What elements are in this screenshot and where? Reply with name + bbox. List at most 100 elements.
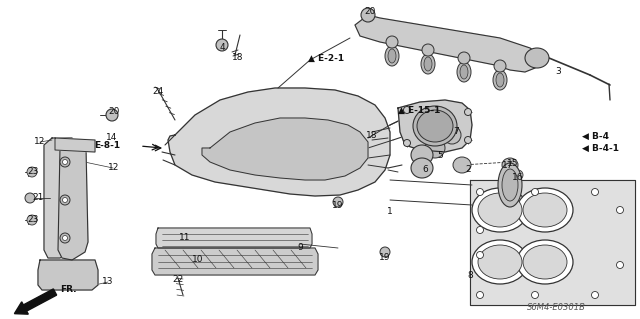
Text: 20: 20 (364, 8, 376, 17)
Polygon shape (38, 260, 98, 290)
Circle shape (380, 247, 390, 257)
Text: 18: 18 (232, 54, 244, 63)
Text: 19: 19 (380, 254, 391, 263)
Text: 10: 10 (192, 256, 204, 264)
Ellipse shape (523, 193, 567, 227)
Ellipse shape (493, 70, 507, 90)
Ellipse shape (478, 245, 522, 279)
Circle shape (106, 109, 118, 121)
Circle shape (477, 189, 483, 196)
Ellipse shape (417, 110, 453, 142)
Ellipse shape (496, 73, 504, 87)
Circle shape (60, 157, 70, 167)
Text: 12: 12 (108, 164, 120, 173)
Ellipse shape (517, 188, 573, 232)
Ellipse shape (517, 240, 573, 284)
Text: 24: 24 (152, 87, 164, 97)
Circle shape (27, 215, 37, 225)
Ellipse shape (425, 138, 445, 158)
Text: 2: 2 (465, 166, 471, 174)
Ellipse shape (385, 46, 399, 66)
Circle shape (361, 8, 375, 22)
Text: 3: 3 (555, 68, 561, 77)
Text: ◀ B-4-1: ◀ B-4-1 (582, 144, 619, 152)
Text: 19: 19 (332, 201, 344, 210)
Circle shape (465, 137, 472, 144)
Circle shape (403, 107, 410, 114)
Text: E-8-1: E-8-1 (94, 142, 120, 151)
Text: 4: 4 (219, 43, 225, 53)
Circle shape (494, 60, 506, 72)
Ellipse shape (472, 188, 528, 232)
Circle shape (60, 195, 70, 205)
Circle shape (531, 189, 538, 196)
Ellipse shape (453, 157, 471, 173)
Text: 18: 18 (366, 130, 378, 139)
Circle shape (25, 193, 35, 203)
Polygon shape (168, 88, 390, 196)
Polygon shape (470, 180, 635, 305)
Polygon shape (398, 100, 472, 152)
Circle shape (591, 189, 598, 196)
Circle shape (333, 197, 343, 207)
Text: ◀ B-4: ◀ B-4 (582, 131, 609, 140)
Text: 8: 8 (467, 271, 473, 279)
Ellipse shape (525, 48, 549, 68)
Ellipse shape (457, 62, 471, 82)
Ellipse shape (388, 49, 396, 63)
Circle shape (63, 160, 67, 165)
Text: ▲ E-2-1: ▲ E-2-1 (308, 54, 344, 63)
Ellipse shape (411, 158, 433, 178)
Circle shape (616, 262, 623, 269)
Polygon shape (355, 15, 540, 72)
Text: 23: 23 (28, 216, 38, 225)
Polygon shape (55, 138, 95, 152)
Ellipse shape (413, 106, 457, 146)
FancyArrow shape (15, 289, 57, 314)
Text: 21: 21 (32, 194, 44, 203)
Text: 13: 13 (102, 278, 114, 286)
Polygon shape (156, 228, 312, 248)
Circle shape (477, 292, 483, 299)
Text: 16: 16 (512, 173, 524, 182)
Circle shape (477, 226, 483, 234)
Text: 17: 17 (502, 161, 514, 170)
Circle shape (531, 292, 538, 299)
Text: S6M4-E0301B: S6M4-E0301B (527, 303, 586, 313)
Ellipse shape (523, 245, 567, 279)
Ellipse shape (478, 193, 522, 227)
Text: 12: 12 (35, 137, 45, 146)
Circle shape (63, 197, 67, 203)
Circle shape (27, 167, 37, 177)
Circle shape (422, 44, 434, 56)
Circle shape (616, 206, 623, 213)
Text: 22: 22 (172, 276, 184, 285)
Text: 23: 23 (28, 167, 38, 176)
Circle shape (63, 235, 67, 241)
Circle shape (386, 36, 398, 48)
Text: 11: 11 (179, 233, 191, 241)
Text: 5: 5 (437, 151, 443, 160)
Circle shape (216, 39, 228, 51)
Ellipse shape (472, 240, 528, 284)
Polygon shape (58, 142, 88, 260)
Text: ▲ E-15-1: ▲ E-15-1 (398, 106, 440, 115)
Text: 20: 20 (108, 108, 120, 116)
Ellipse shape (502, 158, 518, 172)
Circle shape (465, 108, 472, 115)
Polygon shape (202, 118, 368, 180)
Circle shape (477, 251, 483, 258)
Circle shape (591, 292, 598, 299)
Text: 7: 7 (453, 128, 459, 137)
Text: 1: 1 (387, 207, 393, 217)
Polygon shape (152, 248, 318, 275)
Ellipse shape (424, 57, 432, 71)
Ellipse shape (502, 169, 518, 201)
Text: 15: 15 (508, 159, 519, 167)
Ellipse shape (443, 126, 461, 144)
Ellipse shape (498, 163, 522, 207)
Circle shape (403, 139, 410, 146)
Circle shape (60, 233, 70, 243)
Ellipse shape (411, 145, 433, 165)
Ellipse shape (513, 170, 523, 180)
